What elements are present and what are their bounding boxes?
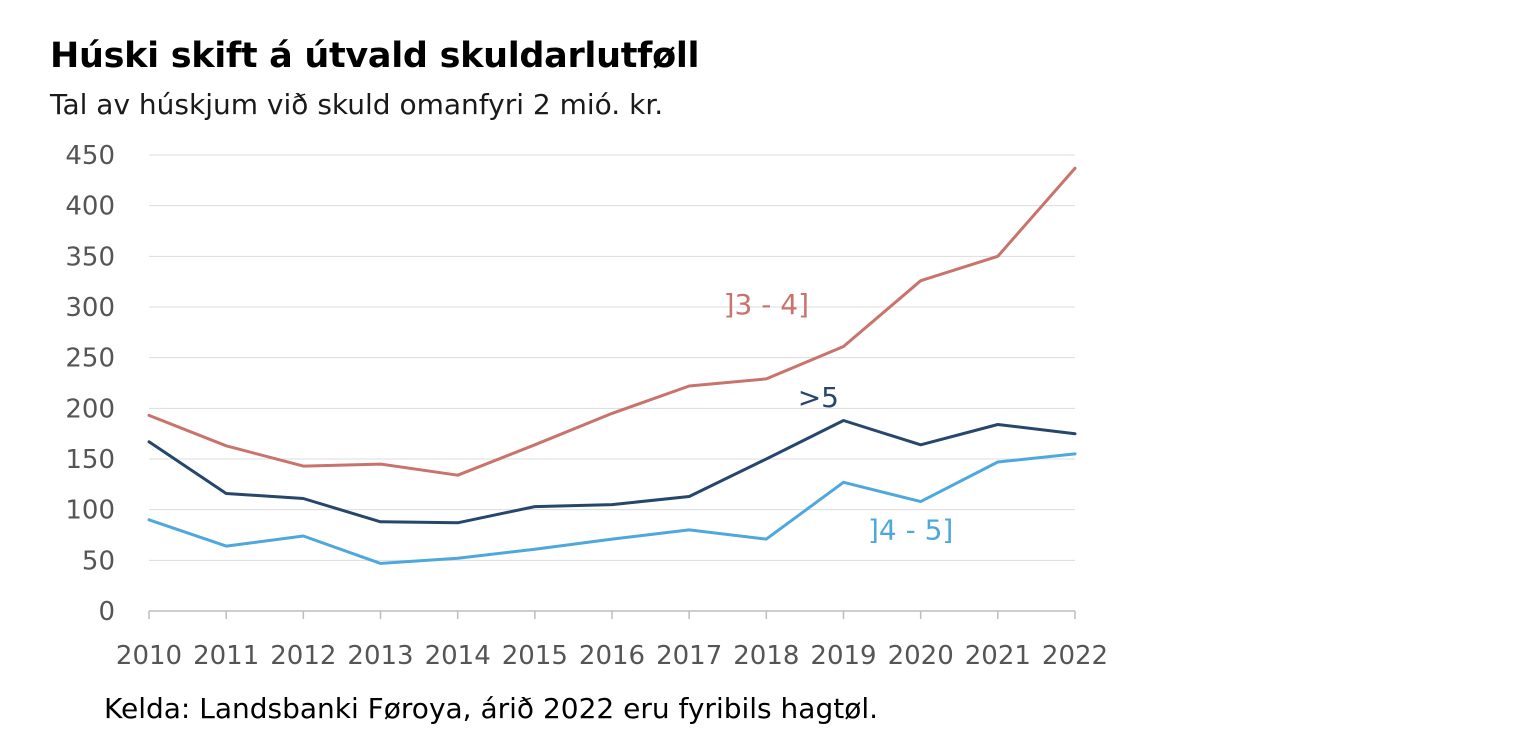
- series-lines: [147, 166, 1077, 565]
- x-tick-label: 2012: [270, 641, 336, 671]
- series-label-1: >5: [798, 381, 839, 414]
- x-tick-label: 2020: [888, 641, 954, 671]
- x-tick-label: 2016: [579, 641, 645, 671]
- x-tick-label: 2013: [347, 641, 413, 671]
- chart-title: Húski skift á útvald skuldarlutføll: [50, 36, 700, 76]
- source-note: Kelda: Landsbanki Føroya, árið 2022 eru …: [104, 692, 879, 725]
- y-tick-label: 150: [65, 445, 115, 475]
- series-line-0: [147, 166, 1077, 477]
- series-label-2: ]4 - 5]: [868, 514, 953, 547]
- x-tick-label: 2011: [193, 641, 259, 671]
- y-axis: 0 50 100 150 200 250 300 350 400 450: [65, 141, 115, 627]
- x-tick-label: 2014: [425, 641, 491, 671]
- y-tick-label: 300: [65, 293, 115, 323]
- x-tick-label: 2018: [733, 641, 799, 671]
- x-tick-label: 2021: [965, 641, 1031, 671]
- series-labels: ]3 - 4] >5 ]4 - 5]: [724, 288, 954, 547]
- series-label-0: ]3 - 4]: [724, 288, 809, 321]
- y-tick-label: 200: [65, 394, 115, 424]
- y-tick-label: 350: [65, 242, 115, 272]
- y-tick-label: 50: [82, 546, 115, 576]
- y-tick-label: 250: [65, 344, 115, 374]
- series-line-2: [147, 452, 1077, 565]
- chart-subtitle: Tal av húskjum við skuld omanfyri 2 mió.…: [50, 88, 664, 121]
- y-tick-label: 0: [98, 597, 115, 627]
- x-tick-label: 2010: [116, 641, 182, 671]
- x-tick-label: 2015: [502, 641, 568, 671]
- grid-lines: [149, 154, 1075, 561]
- x-tick-label: 2019: [810, 641, 876, 671]
- y-tick-label: 100: [65, 496, 115, 526]
- x-tick-label: 2017: [656, 641, 722, 671]
- y-tick-label: 400: [65, 192, 115, 222]
- y-tick-label: 450: [65, 141, 115, 171]
- x-axis: 2010 2011 2012 2013 2014 2015 2016 2017 2018 2019…: [116, 610, 1108, 671]
- series-line-1: [147, 419, 1077, 525]
- x-tick-label: 2022: [1042, 641, 1108, 671]
